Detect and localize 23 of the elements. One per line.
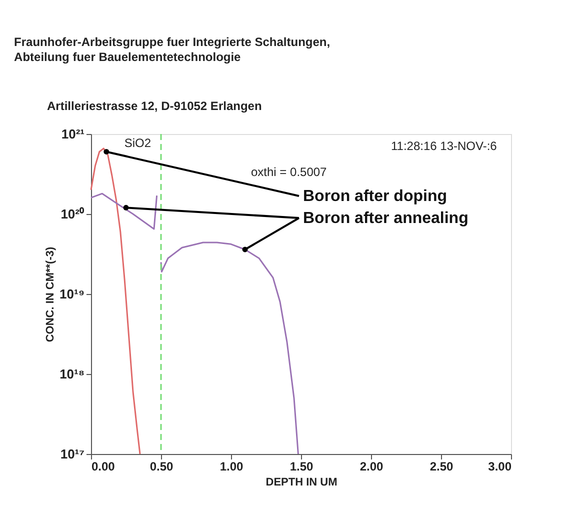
ref-line-label: SiO2 (124, 136, 152, 150)
y-tick-label: 10²¹ (61, 126, 84, 142)
x-tick-label: 0.00 (92, 460, 116, 474)
x-tick-label: 2.50 (430, 460, 454, 474)
annotation: 11:28:16 13-NOV-:6 (391, 139, 498, 153)
y-axis-title: CONC. IN CM**(-3) (44, 246, 57, 342)
line-series (90, 148, 141, 455)
x-axis-title: DEPTH IN UM (266, 476, 338, 488)
x-tick-label: 1.00 (220, 460, 244, 474)
x-tick-label: 3.00 (488, 460, 512, 474)
chart-title: Fraunhofer-Arbeitsgruppe fuer Integrierte Schaltungen, (14, 35, 330, 49)
annotation: oxthi = 0.5007 (251, 165, 328, 179)
y-tick-label: 10¹⁸ (60, 366, 84, 382)
text: Artilleriestrasse 12, D-91052 Erlangen (47, 99, 262, 113)
x-tick-label: 0.50 (150, 460, 174, 474)
annotation: Boron after doping (303, 188, 447, 205)
x-tick-label: 1.50 (290, 460, 314, 474)
y-tick-label: 10¹⁹ (60, 286, 84, 302)
annotation: Boron after annealing (303, 210, 468, 227)
x-tick-label: 2.00 (360, 460, 384, 474)
y-tick-label: 10²⁰ (60, 206, 84, 222)
chart-subtitle: Abteilung fuer Bauelementetechnologie (14, 50, 242, 64)
y-tick-label: 10¹⁷ (60, 446, 84, 462)
